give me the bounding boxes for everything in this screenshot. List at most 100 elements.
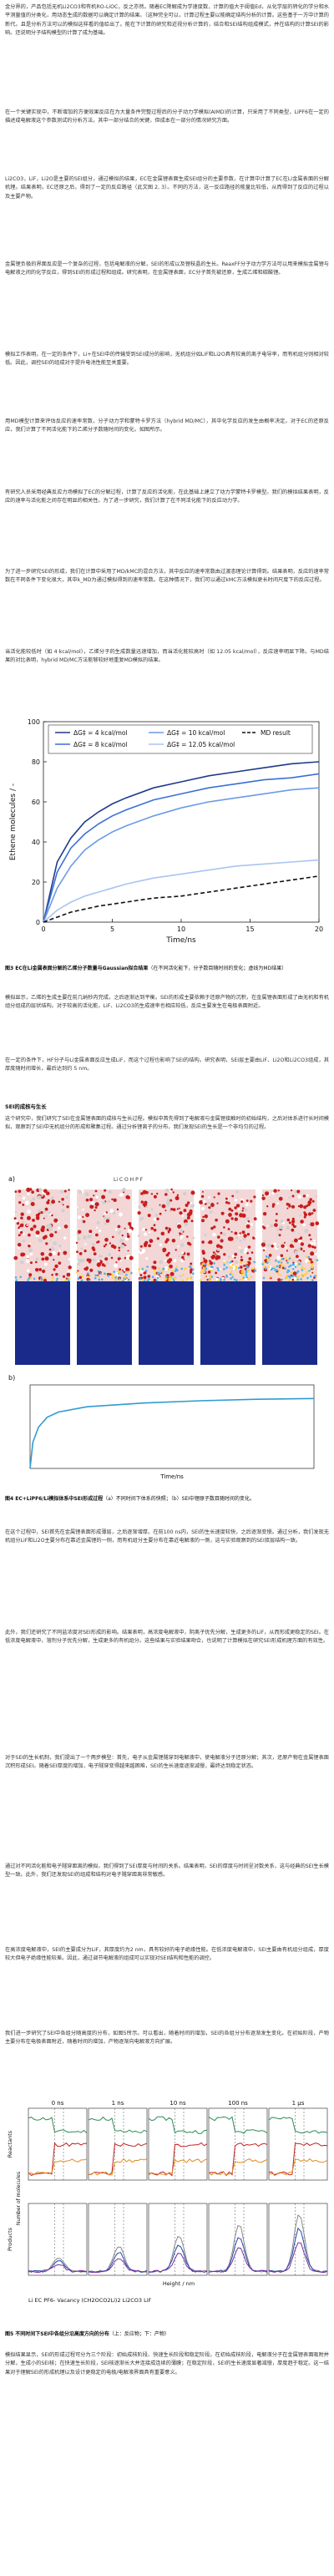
sei-atom bbox=[86, 1272, 89, 1275]
atom bbox=[166, 1259, 171, 1264]
atom bbox=[35, 1260, 38, 1264]
atom bbox=[261, 1242, 266, 1247]
atom bbox=[303, 1211, 306, 1214]
sei-atom bbox=[291, 1271, 293, 1275]
atom bbox=[277, 1278, 281, 1281]
atom bbox=[240, 1265, 243, 1269]
paragraph-7: 有研究人员采用经典反应力场模拟了EC的分解过程，计算了反应的活化能，在此基础上建… bbox=[5, 489, 329, 505]
atom bbox=[177, 1224, 182, 1229]
atom bbox=[38, 1238, 43, 1243]
sei-atom bbox=[144, 1270, 148, 1272]
sei-atom bbox=[142, 1278, 145, 1281]
sei-atom bbox=[230, 1270, 233, 1273]
atom bbox=[30, 1227, 34, 1231]
sei-atom bbox=[220, 1277, 222, 1280]
atom bbox=[200, 1207, 205, 1211]
atom bbox=[117, 1231, 121, 1235]
atom bbox=[144, 1240, 149, 1245]
atom bbox=[302, 1223, 306, 1227]
atom bbox=[235, 1204, 240, 1208]
sei-atom bbox=[279, 1262, 282, 1265]
sei-atom bbox=[287, 1270, 291, 1272]
sei-atom bbox=[200, 1279, 202, 1282]
sei-atom bbox=[157, 1271, 159, 1275]
distribution-line bbox=[268, 2158, 328, 2175]
atom bbox=[310, 1241, 313, 1245]
atom bbox=[186, 1201, 190, 1204]
atom bbox=[289, 1244, 294, 1248]
atom bbox=[243, 1265, 245, 1267]
distribution-line bbox=[208, 2116, 268, 2134]
sei-atom bbox=[262, 1276, 266, 1280]
sei-atom bbox=[161, 1270, 164, 1273]
atom bbox=[246, 1233, 250, 1236]
atom bbox=[313, 1242, 316, 1245]
sei-atom bbox=[242, 1272, 245, 1275]
atom bbox=[291, 1189, 293, 1192]
atom bbox=[299, 1214, 301, 1217]
sei-atom bbox=[276, 1265, 279, 1268]
atom-legend: Li C O H P F bbox=[114, 1177, 144, 1183]
sei-atom bbox=[231, 1275, 234, 1279]
atom bbox=[92, 1248, 96, 1251]
atom bbox=[291, 1220, 296, 1224]
sei-atom bbox=[114, 1276, 117, 1279]
atom bbox=[184, 1222, 189, 1226]
atom bbox=[51, 1214, 53, 1217]
sei-atom bbox=[287, 1265, 291, 1268]
atom bbox=[129, 1225, 132, 1227]
subplot-frame bbox=[148, 2203, 208, 2276]
sei-atom bbox=[306, 1276, 309, 1280]
sei-atom bbox=[263, 1265, 266, 1269]
sei-atom bbox=[114, 1278, 116, 1280]
atom bbox=[234, 1252, 238, 1256]
atom bbox=[140, 1192, 144, 1195]
atom bbox=[244, 1208, 248, 1212]
atom bbox=[299, 1204, 304, 1209]
sei-atom bbox=[286, 1270, 289, 1274]
sei-atom bbox=[130, 1271, 133, 1275]
atom bbox=[48, 1226, 53, 1231]
sei-atom bbox=[139, 1278, 142, 1280]
atom bbox=[94, 1202, 99, 1207]
atom bbox=[291, 1194, 295, 1198]
atom bbox=[280, 1220, 284, 1224]
legend-label: ΔG‡ = 4 kcal/mol bbox=[73, 729, 128, 737]
atom bbox=[262, 1226, 266, 1230]
atom bbox=[28, 1243, 31, 1245]
atom bbox=[309, 1198, 313, 1201]
sei-atom bbox=[296, 1271, 299, 1274]
series-line bbox=[43, 773, 320, 923]
atom bbox=[311, 1271, 314, 1274]
atom bbox=[279, 1225, 284, 1230]
atom bbox=[276, 1245, 280, 1249]
atom bbox=[153, 1218, 157, 1221]
atom bbox=[274, 1223, 278, 1227]
sei-atom bbox=[14, 1276, 18, 1279]
atom bbox=[35, 1268, 39, 1272]
atom bbox=[217, 1235, 220, 1239]
sei-atom bbox=[189, 1276, 192, 1280]
atom bbox=[217, 1192, 220, 1195]
sei-atom bbox=[277, 1268, 280, 1271]
atom bbox=[44, 1256, 49, 1261]
sei-atom bbox=[111, 1274, 114, 1276]
atom bbox=[144, 1232, 148, 1236]
atom bbox=[179, 1275, 182, 1278]
figure-3-caption: 图3 EC在Li金属表面分解的乙烯分子数量与Gaussian拟合结果（在不同活化… bbox=[5, 965, 329, 973]
atom bbox=[46, 1200, 50, 1204]
distribution-grid: 0 ns 1 ns 10 ns 100 ns 1 μs Reactants Products… bbox=[7, 2100, 328, 2304]
sei-atom bbox=[153, 1269, 156, 1272]
atom bbox=[288, 1196, 291, 1199]
paragraph-16: 通过对不同活化能和电子隧穿距离的模拟，我们得到了SEI厚度与时间的关系。结果表明… bbox=[5, 1864, 329, 1879]
sei-atom bbox=[298, 1263, 301, 1265]
sei-atom bbox=[245, 1275, 248, 1279]
atom bbox=[306, 1194, 309, 1197]
atom bbox=[139, 1274, 143, 1277]
distribution-line bbox=[268, 2117, 328, 2134]
atom bbox=[243, 1235, 246, 1238]
sei-atom bbox=[311, 1279, 314, 1281]
sei-atom bbox=[200, 1271, 202, 1274]
atom bbox=[293, 1230, 296, 1233]
